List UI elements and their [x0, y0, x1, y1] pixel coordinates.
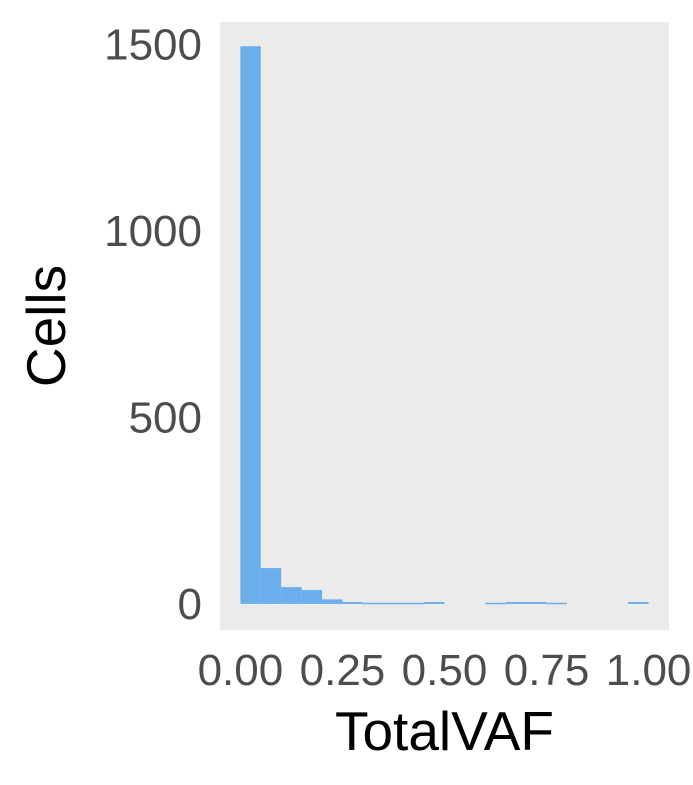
histogram-bar [342, 602, 363, 604]
histogram-bar [240, 46, 261, 604]
x-tick-label: 0.00 [198, 646, 284, 695]
histogram-bar [628, 602, 649, 604]
y-tick-label: 500 [129, 393, 202, 442]
histogram-bar [526, 602, 547, 604]
x-axis-ticks: 0.00 0.25 0.50 0.75 1.00 [198, 646, 692, 695]
x-tick-label: 0.75 [504, 646, 590, 695]
y-axis-title: Cells [15, 265, 77, 387]
histogram-bar [383, 602, 404, 605]
histogram-bar [505, 602, 527, 604]
histogram-bar [362, 602, 384, 605]
x-tick-label: 0.50 [402, 646, 488, 695]
histogram-bar [546, 602, 567, 605]
histogram-bar [485, 602, 506, 605]
x-axis-title: TotalVAF [335, 700, 554, 762]
histogram-bar [260, 568, 282, 604]
y-axis-ticks: 0 500 1000 1500 [104, 20, 202, 629]
histogram-bar [281, 587, 302, 604]
histogram-bar [403, 602, 425, 605]
x-tick-label: 1.00 [606, 646, 692, 695]
plot-panel [220, 22, 669, 630]
y-tick-label: 1000 [104, 207, 202, 256]
y-tick-label: 0 [178, 580, 202, 629]
bars-group [240, 46, 649, 605]
histogram-bar [301, 590, 323, 604]
x-tick-label: 0.25 [300, 646, 386, 695]
histogram-bar [424, 602, 445, 604]
histogram-bar [322, 599, 343, 604]
y-tick-label: 1500 [104, 20, 202, 69]
